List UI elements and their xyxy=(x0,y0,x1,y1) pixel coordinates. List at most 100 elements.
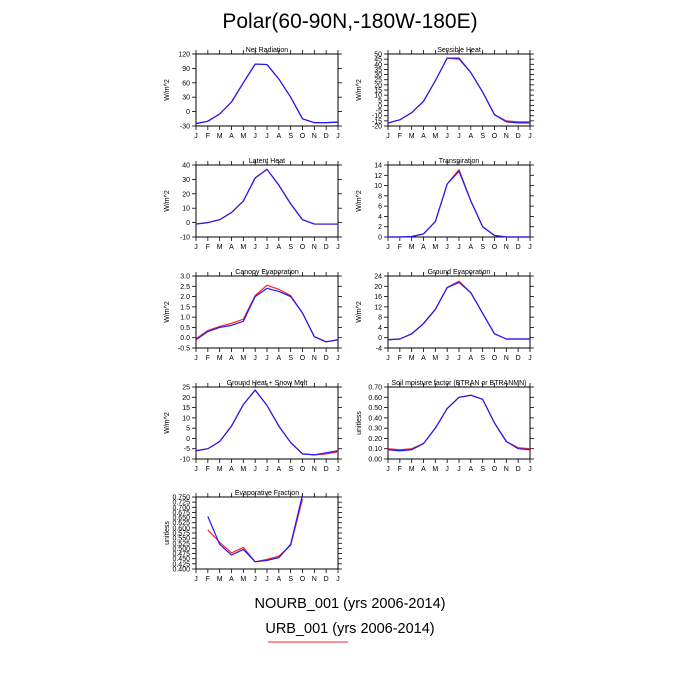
x-tick-label: O xyxy=(492,355,498,362)
x-tick-label: J xyxy=(457,133,461,140)
y-tick-label: 12 xyxy=(374,304,382,311)
x-tick-label: M xyxy=(240,576,246,583)
x-tick-label: A xyxy=(229,576,234,583)
series-line-urb_001 xyxy=(195,389,339,456)
x-tick-label: J xyxy=(336,466,340,473)
x-tick-label: M xyxy=(240,466,246,473)
plot-frame xyxy=(195,496,339,570)
x-tick-label: J xyxy=(528,355,532,362)
x-tick-label: N xyxy=(312,133,317,140)
x-tick-label: J xyxy=(265,466,269,473)
series-line-nourb_001 xyxy=(195,287,339,343)
y-tick-label: -15 xyxy=(372,118,382,125)
y-tick-label: 25 xyxy=(182,385,190,392)
y-tick-label: -20 xyxy=(372,124,382,131)
y-tick-label: 0 xyxy=(378,103,382,110)
chart-svg: Soil moisture factor (BTRAN or BTRANMN)J… xyxy=(356,380,534,473)
x-tick-label: M xyxy=(217,244,223,251)
y-tick-label: 45 xyxy=(374,57,382,64)
x-tick-label: A xyxy=(276,355,281,362)
x-tick-label: A xyxy=(468,466,473,473)
y-tick-label: 10 xyxy=(374,183,382,190)
x-tick-label: J xyxy=(528,466,532,473)
y-tick-label: 60 xyxy=(182,80,190,87)
x-tick-label: J xyxy=(445,466,449,473)
y-tick-label: 0.750 xyxy=(172,495,190,502)
x-tick-label: J xyxy=(336,244,340,251)
x-tick-label: M xyxy=(409,244,415,251)
y-tick-label: 0.700 xyxy=(172,505,190,512)
y-tick-label: 0.575 xyxy=(172,531,190,538)
x-tick-label: J xyxy=(194,133,198,140)
x-tick-label: A xyxy=(276,244,281,251)
panel-soil-moisture-factor: Soil moisture factor (BTRAN or BTRANMN) J… xyxy=(356,380,534,473)
x-tick-label: O xyxy=(300,466,306,473)
x-tick-label: D xyxy=(324,466,329,473)
x-tick-label: J xyxy=(445,244,449,251)
x-tick-label: N xyxy=(312,576,317,583)
y-tick-label: 10 xyxy=(182,206,190,213)
x-tick-label: D xyxy=(516,133,521,140)
x-tick-label: J xyxy=(194,355,198,362)
y-tick-label: 24 xyxy=(374,274,382,281)
y-tick-label: 5 xyxy=(378,98,382,105)
x-tick-label: A xyxy=(468,355,473,362)
y-axis-label: unitless xyxy=(164,521,171,545)
x-tick-label: F xyxy=(206,355,210,362)
x-tick-label: N xyxy=(312,244,317,251)
x-tick-label: A xyxy=(421,355,426,362)
series-line-urb_001 xyxy=(387,280,530,341)
y-tick-label: 0.600 xyxy=(172,525,190,532)
y-tick-label: 8 xyxy=(378,315,382,322)
x-tick-label: O xyxy=(300,133,306,140)
y-tick-label: -5 xyxy=(376,108,382,115)
y-tick-label: 0.550 xyxy=(172,536,190,543)
y-tick-label: 1.5 xyxy=(180,304,190,311)
y-tick-label: 16 xyxy=(374,294,382,301)
y-tick-label: 0.425 xyxy=(172,561,190,568)
legend-nourb: NOURB_001 (yrs 2006-2014) xyxy=(254,596,446,612)
y-tick-label: 20 xyxy=(374,284,382,291)
series-line-nourb_001 xyxy=(388,170,530,238)
x-tick-label: J xyxy=(445,355,449,362)
x-tick-label: A xyxy=(276,133,281,140)
x-tick-label: J xyxy=(386,355,390,362)
x-tick-label: J xyxy=(194,244,198,251)
y-tick-label: 0.50 xyxy=(368,405,382,412)
x-tick-label: J xyxy=(457,466,461,473)
panel-transpiration: Transpiration J F M A M J J A S O N D J 0 2 4 6 8 10 12 14 W/m… xyxy=(356,158,534,251)
x-tick-label: J xyxy=(194,466,198,473)
y-tick-label: -10 xyxy=(180,457,190,464)
x-tick-label: M xyxy=(240,244,246,251)
x-tick-label: M xyxy=(432,355,438,362)
y-tick-label: 20 xyxy=(182,395,190,402)
x-tick-label: J xyxy=(457,244,461,251)
x-tick-label: J xyxy=(336,576,340,583)
x-tick-label: N xyxy=(504,244,509,251)
x-tick-label: A xyxy=(229,466,234,473)
x-tick-label: J xyxy=(265,355,269,362)
y-tick-label: 2.5 xyxy=(180,284,190,291)
x-tick-label: J xyxy=(253,576,256,583)
panel-ground-evaporation: Ground Evaporation J F M A M J J A S O N D J -4 0 4 8 12 16… xyxy=(356,269,534,362)
x-tick-label: F xyxy=(398,466,402,473)
x-tick-label: D xyxy=(516,355,521,362)
x-tick-label: O xyxy=(300,355,306,362)
x-tick-label: N xyxy=(504,466,509,473)
x-tick-label: M xyxy=(432,244,438,251)
x-tick-label: M xyxy=(432,466,438,473)
y-axis-label: W/m^2 xyxy=(164,412,171,434)
x-tick-label: J xyxy=(253,355,256,362)
y-tick-label: 0 xyxy=(378,235,382,242)
x-tick-label: J xyxy=(265,133,269,140)
x-tick-label: J xyxy=(336,355,340,362)
y-tick-label: 0 xyxy=(186,220,190,227)
x-tick-label: A xyxy=(276,466,281,473)
y-tick-label: 0 xyxy=(378,335,382,342)
y-tick-label: 0.20 xyxy=(368,436,382,443)
series-line-nourb_001 xyxy=(387,57,530,124)
